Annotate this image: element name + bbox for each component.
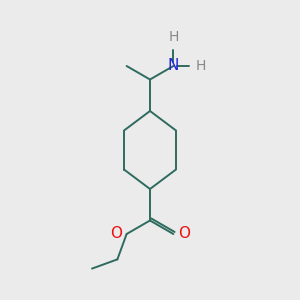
Text: H: H — [195, 59, 206, 73]
Text: O: O — [110, 226, 122, 242]
Text: H: H — [168, 30, 178, 44]
Text: N: N — [168, 58, 179, 74]
Text: O: O — [178, 226, 190, 242]
